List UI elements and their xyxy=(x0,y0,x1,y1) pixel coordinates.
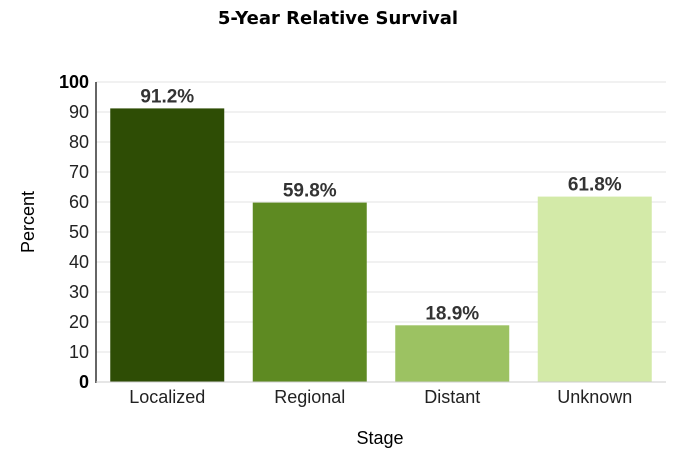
y-tick-label: 30 xyxy=(69,282,89,302)
y-tick-label: 50 xyxy=(69,222,89,242)
y-axis-title: Percent xyxy=(18,191,38,253)
y-tick-label: 90 xyxy=(69,102,89,122)
y-tick-label: 20 xyxy=(69,312,89,332)
y-tick-label: 0 xyxy=(79,372,89,392)
x-tick-label: Regional xyxy=(274,387,345,407)
bar-distant xyxy=(395,325,510,382)
chart-title: 5-Year Relative Survival xyxy=(217,8,459,29)
data-label: 61.8% xyxy=(568,175,622,196)
x-tick-label: Localized xyxy=(129,387,205,407)
axes xyxy=(95,82,666,383)
data-label: 18.9% xyxy=(425,303,479,324)
y-tick-label: 80 xyxy=(69,132,89,152)
y-tick-label: 40 xyxy=(69,252,89,272)
x-tick-label: Unknown xyxy=(557,387,632,407)
data-label: 59.8% xyxy=(283,181,337,202)
y-tick-label: 10 xyxy=(69,342,89,362)
y-tick-label: 70 xyxy=(69,162,89,182)
bar-regional xyxy=(252,202,367,382)
bar-localized xyxy=(110,108,225,383)
bar-unknown xyxy=(537,196,652,382)
x-axis-title: Stage xyxy=(356,428,403,448)
y-tick-label: 100 xyxy=(59,72,89,92)
y-tick-label: 60 xyxy=(69,192,89,212)
bars xyxy=(110,108,652,383)
data-label: 91.2% xyxy=(140,86,194,107)
labels: 0 10 20 30 40 50 60 70 80 90 100 91.2% Localized 59.8… xyxy=(59,72,632,407)
x-tick-label: Distant xyxy=(424,387,480,407)
